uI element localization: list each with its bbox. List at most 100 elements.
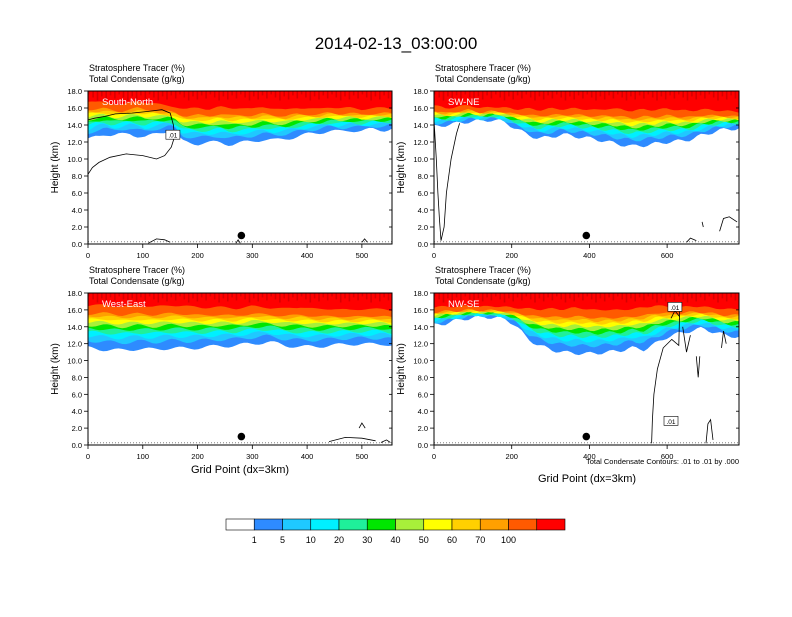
tracer-streak: [318, 91, 320, 100]
y-tick-label: 12.0: [67, 138, 82, 147]
tracer-streak: [434, 293, 436, 297]
tracer-streak: [205, 91, 207, 99]
tracer-streak: [300, 91, 303, 95]
tracer-streak: [322, 91, 325, 96]
panel-subtitle-tracer: Stratosphere Tracer (%): [89, 63, 185, 73]
y-tick-label: 2.0: [72, 223, 82, 232]
contour-label: .01: [168, 133, 177, 140]
tracer-streak: [712, 293, 715, 300]
tracer-streak: [525, 91, 528, 95]
tracer-streak: [379, 293, 381, 302]
tracer-streak: [144, 293, 147, 301]
tracer-streak: [656, 91, 658, 101]
tracer-streak: [361, 293, 364, 297]
tracer-streak: [508, 91, 510, 97]
tracer-streak: [577, 91, 580, 96]
tracer-streak: [573, 293, 575, 302]
y-tick-label: 10.0: [67, 357, 82, 366]
panel-subtitle-tracer: Stratosphere Tracer (%): [435, 265, 531, 275]
condensate-contour: [705, 418, 714, 444]
colorbar-label: 5: [280, 535, 285, 545]
tracer-streak: [664, 293, 667, 302]
tracer-streak: [612, 293, 615, 301]
y-tick-label: 12.0: [67, 340, 82, 349]
contour-label-box: [165, 129, 181, 140]
tracer-streak: [261, 293, 264, 298]
tracer-streak: [612, 91, 615, 99]
tracer-streak: [244, 293, 246, 300]
tracer-band-11: [88, 91, 392, 111]
tracer-streak: [292, 91, 294, 96]
tracer-streak: [348, 293, 351, 302]
tracer-streak: [261, 91, 264, 96]
tracer-streak: [279, 91, 281, 101]
tracer-streak: [131, 293, 133, 299]
colorbar-label: 60: [447, 535, 457, 545]
tracer-streak: [200, 293, 203, 298]
tracer-streak: [486, 293, 488, 298]
tracer-streak: [127, 91, 129, 101]
x-tick-label: 500: [356, 251, 369, 260]
y-tick-label: 18.0: [413, 87, 428, 96]
tracer-streak: [339, 293, 342, 303]
y-tick-label: 6.0: [72, 390, 82, 399]
tracer-streak: [387, 293, 390, 301]
tracer-streak: [313, 293, 316, 299]
tracer-streak: [122, 293, 125, 300]
tracer-streak: [92, 293, 94, 300]
panel-label: West-East: [102, 299, 146, 310]
y-axis-label: Height (km): [50, 142, 61, 194]
tracer-streak: [529, 293, 532, 300]
x-tick-label: 400: [583, 251, 596, 260]
tracer-streak: [699, 293, 702, 298]
tracer-streak: [464, 91, 467, 95]
condensate-contour: [361, 238, 368, 243]
tracer-streak: [564, 293, 567, 303]
x-axis-label: Grid Point (dx=3km): [191, 464, 289, 476]
tracer-streak: [468, 91, 471, 98]
colorbar-swatch: [366, 518, 396, 531]
panel-sw-ne: Stratosphere Tracer (%) Total Condensate…: [396, 63, 740, 260]
tracer-streak: [153, 91, 155, 98]
tracer-streak: [455, 293, 458, 298]
tracer-streak: [447, 91, 449, 97]
tracer-streak: [630, 293, 632, 299]
x-tick-label: 600: [661, 452, 674, 461]
tracer-streak: [551, 293, 554, 301]
tracer-streak: [499, 293, 501, 300]
tracer-streak: [335, 293, 338, 300]
tracer-streak: [292, 293, 294, 298]
tracer-streak: [547, 293, 549, 298]
tracer-streak: [170, 91, 173, 96]
tracer-streak: [274, 293, 277, 300]
panel-subtitle-condensate: Total Condensate (g/kg): [435, 276, 531, 286]
colorbar-label: 40: [390, 535, 400, 545]
tracer-streak: [287, 91, 290, 100]
tracer-streak: [183, 293, 186, 300]
tracer-field: .01 .01: [434, 293, 739, 444]
tracer-streak: [512, 293, 514, 302]
panel-south-north: Stratosphere Tracer (%) Total Condensate…: [50, 63, 393, 260]
panel-subtitle-condensate: Total Condensate (g/kg): [89, 74, 185, 84]
x-tick-label: 200: [505, 251, 518, 260]
colorbar-swatch: [423, 518, 453, 531]
colorbar-swatch: [225, 518, 255, 531]
y-tick-label: 10.0: [67, 155, 82, 164]
tracer-streak: [725, 91, 728, 100]
tracer-streak: [617, 91, 619, 95]
tracer-streak: [595, 293, 597, 303]
x-tick-label: 400: [301, 452, 314, 461]
y-tick-label: 0.0: [418, 441, 428, 450]
condensate-contour: [721, 330, 727, 348]
y-tick-label: 2.0: [72, 424, 82, 433]
tracer-band-11: [434, 293, 739, 311]
tracer-streak: [656, 293, 658, 303]
tracer-streak: [92, 91, 94, 98]
tracer-streak: [599, 293, 602, 299]
tracer-streak: [209, 91, 212, 95]
tracer-streak: [383, 91, 385, 96]
tracer-streak: [352, 293, 355, 298]
tracer-streak: [331, 293, 333, 297]
tracer-streak: [305, 91, 307, 98]
tracer-streak: [344, 293, 346, 299]
